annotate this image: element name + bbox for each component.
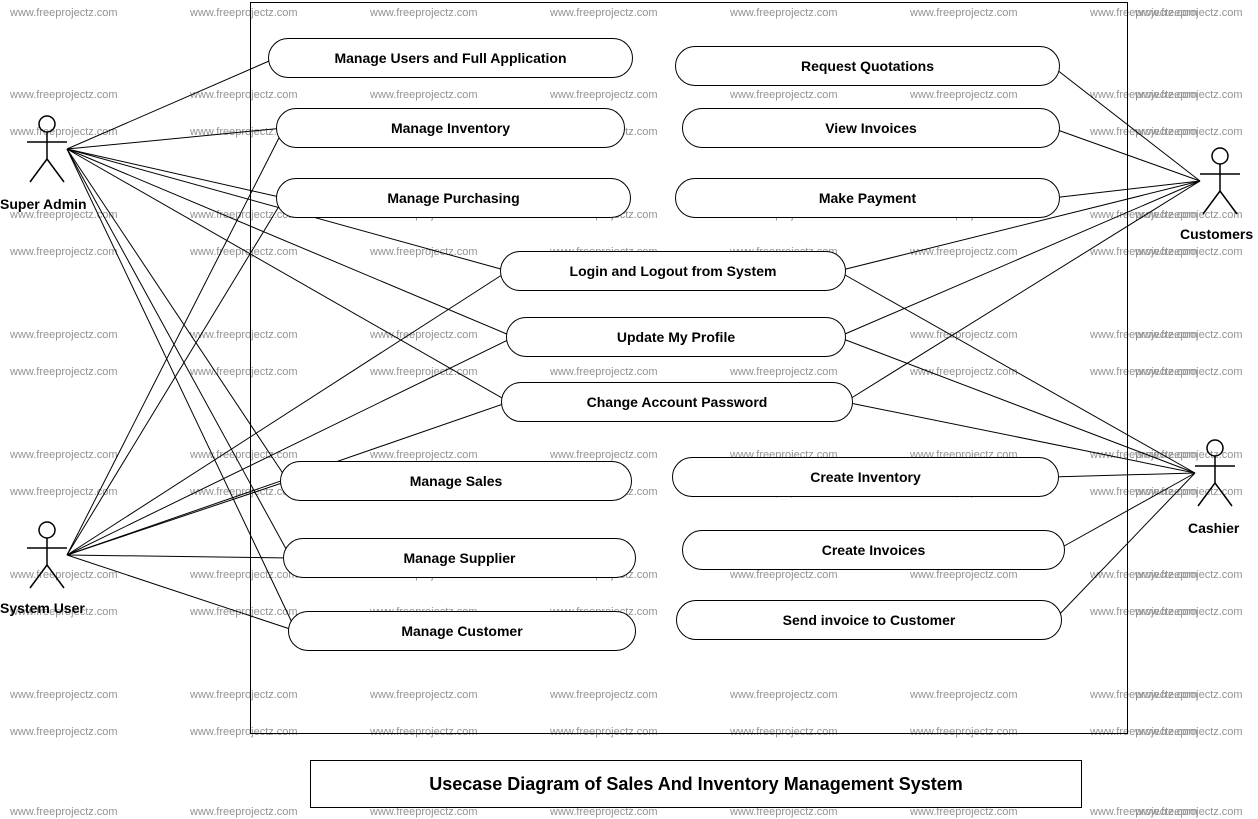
actor-super_admin-label: Super Admin (0, 196, 87, 212)
actor-layer: Super Admin System User Customers Cashier (0, 0, 1258, 819)
actor-system_user-label: System User (0, 600, 85, 616)
actor-customers-label: Customers (1180, 226, 1253, 242)
actor-super_admin-icon (22, 114, 72, 184)
actor-customers-icon (1195, 146, 1245, 216)
actor-cashier-icon (1190, 438, 1240, 508)
actor-cashier-label: Cashier (1188, 520, 1239, 536)
actor-system_user-icon (22, 520, 72, 590)
